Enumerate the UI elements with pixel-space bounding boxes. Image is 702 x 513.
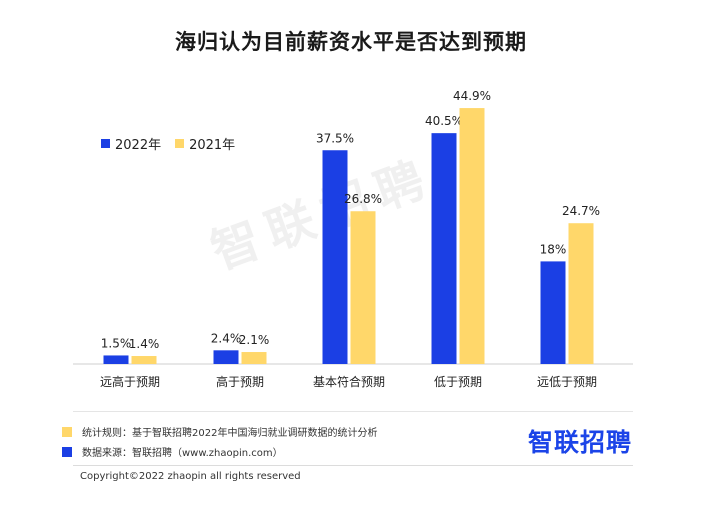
chart-title: 海归认为目前薪资水平是否达到预期 bbox=[175, 30, 527, 54]
brand-logo: 智联招聘 bbox=[528, 428, 633, 457]
legend-item-2022: 2022年 bbox=[101, 134, 161, 153]
legend-item-2021: 2021年 bbox=[175, 134, 235, 153]
data-label-2021-0: 1.4% bbox=[129, 337, 160, 351]
legend-swatch-2021 bbox=[175, 139, 185, 148]
data-label-2021-1: 2.1% bbox=[239, 333, 270, 347]
legend-label-2021: 2021年 bbox=[189, 138, 236, 153]
category-label-0: 远高于预期 bbox=[100, 374, 160, 389]
legend-swatch-2022 bbox=[101, 139, 110, 148]
footer-note-rule: 统计规则：基于智联招聘2022年中国海归就业调研数据的统计分析 bbox=[62, 424, 377, 439]
bar-2021-4 bbox=[568, 223, 594, 364]
data-label-2022-0: 1.5% bbox=[101, 336, 132, 350]
category-label-3: 低于预期 bbox=[434, 375, 482, 389]
chart-legend: 2022年 2021年 bbox=[101, 134, 249, 153]
note-source-text: 数据来源：智联招聘（www.zhaopin.com） bbox=[82, 448, 283, 459]
bar-2022-4 bbox=[540, 261, 566, 364]
footer-divider bbox=[73, 411, 633, 412]
footer-note-source: 数据来源：智联招聘（www.zhaopin.com） bbox=[62, 444, 283, 459]
data-label-2021-2: 26.8% bbox=[344, 192, 382, 206]
data-label-2022-3: 40.5% bbox=[425, 114, 463, 128]
note-rule-text: 统计规则：基于智联招聘2022年中国海归就业调研数据的统计分析 bbox=[82, 428, 378, 439]
data-label-2021-4: 24.7% bbox=[562, 204, 600, 218]
bar-2021-3 bbox=[459, 108, 485, 364]
data-label-2022-2: 37.5% bbox=[316, 131, 354, 145]
bar-2022-3 bbox=[431, 133, 457, 364]
data-label-2021-3: 44.9% bbox=[453, 89, 491, 103]
bar-2022-2 bbox=[322, 150, 348, 364]
data-label-2022-1: 2.4% bbox=[211, 331, 242, 345]
copyright-text: Copyright©2022 zhaopin all rights reserv… bbox=[80, 471, 301, 482]
category-label-4: 远低于预期 bbox=[537, 375, 597, 389]
note-swatch-yellow bbox=[62, 426, 72, 437]
legend-label-2022: 2022年 bbox=[115, 138, 162, 153]
bar-2021-0 bbox=[131, 356, 157, 364]
data-label-2022-4: 18% bbox=[540, 242, 567, 256]
note-swatch-blue bbox=[62, 446, 72, 457]
category-label-2: 基本符合预期 bbox=[313, 374, 385, 389]
bar-2022-1 bbox=[213, 350, 239, 364]
bar-2021-1 bbox=[241, 352, 267, 364]
bar-2022-0 bbox=[103, 355, 129, 364]
footer-bottom-line bbox=[73, 465, 633, 466]
category-label-1: 高于预期 bbox=[216, 374, 264, 389]
bar-2021-2 bbox=[350, 211, 376, 364]
